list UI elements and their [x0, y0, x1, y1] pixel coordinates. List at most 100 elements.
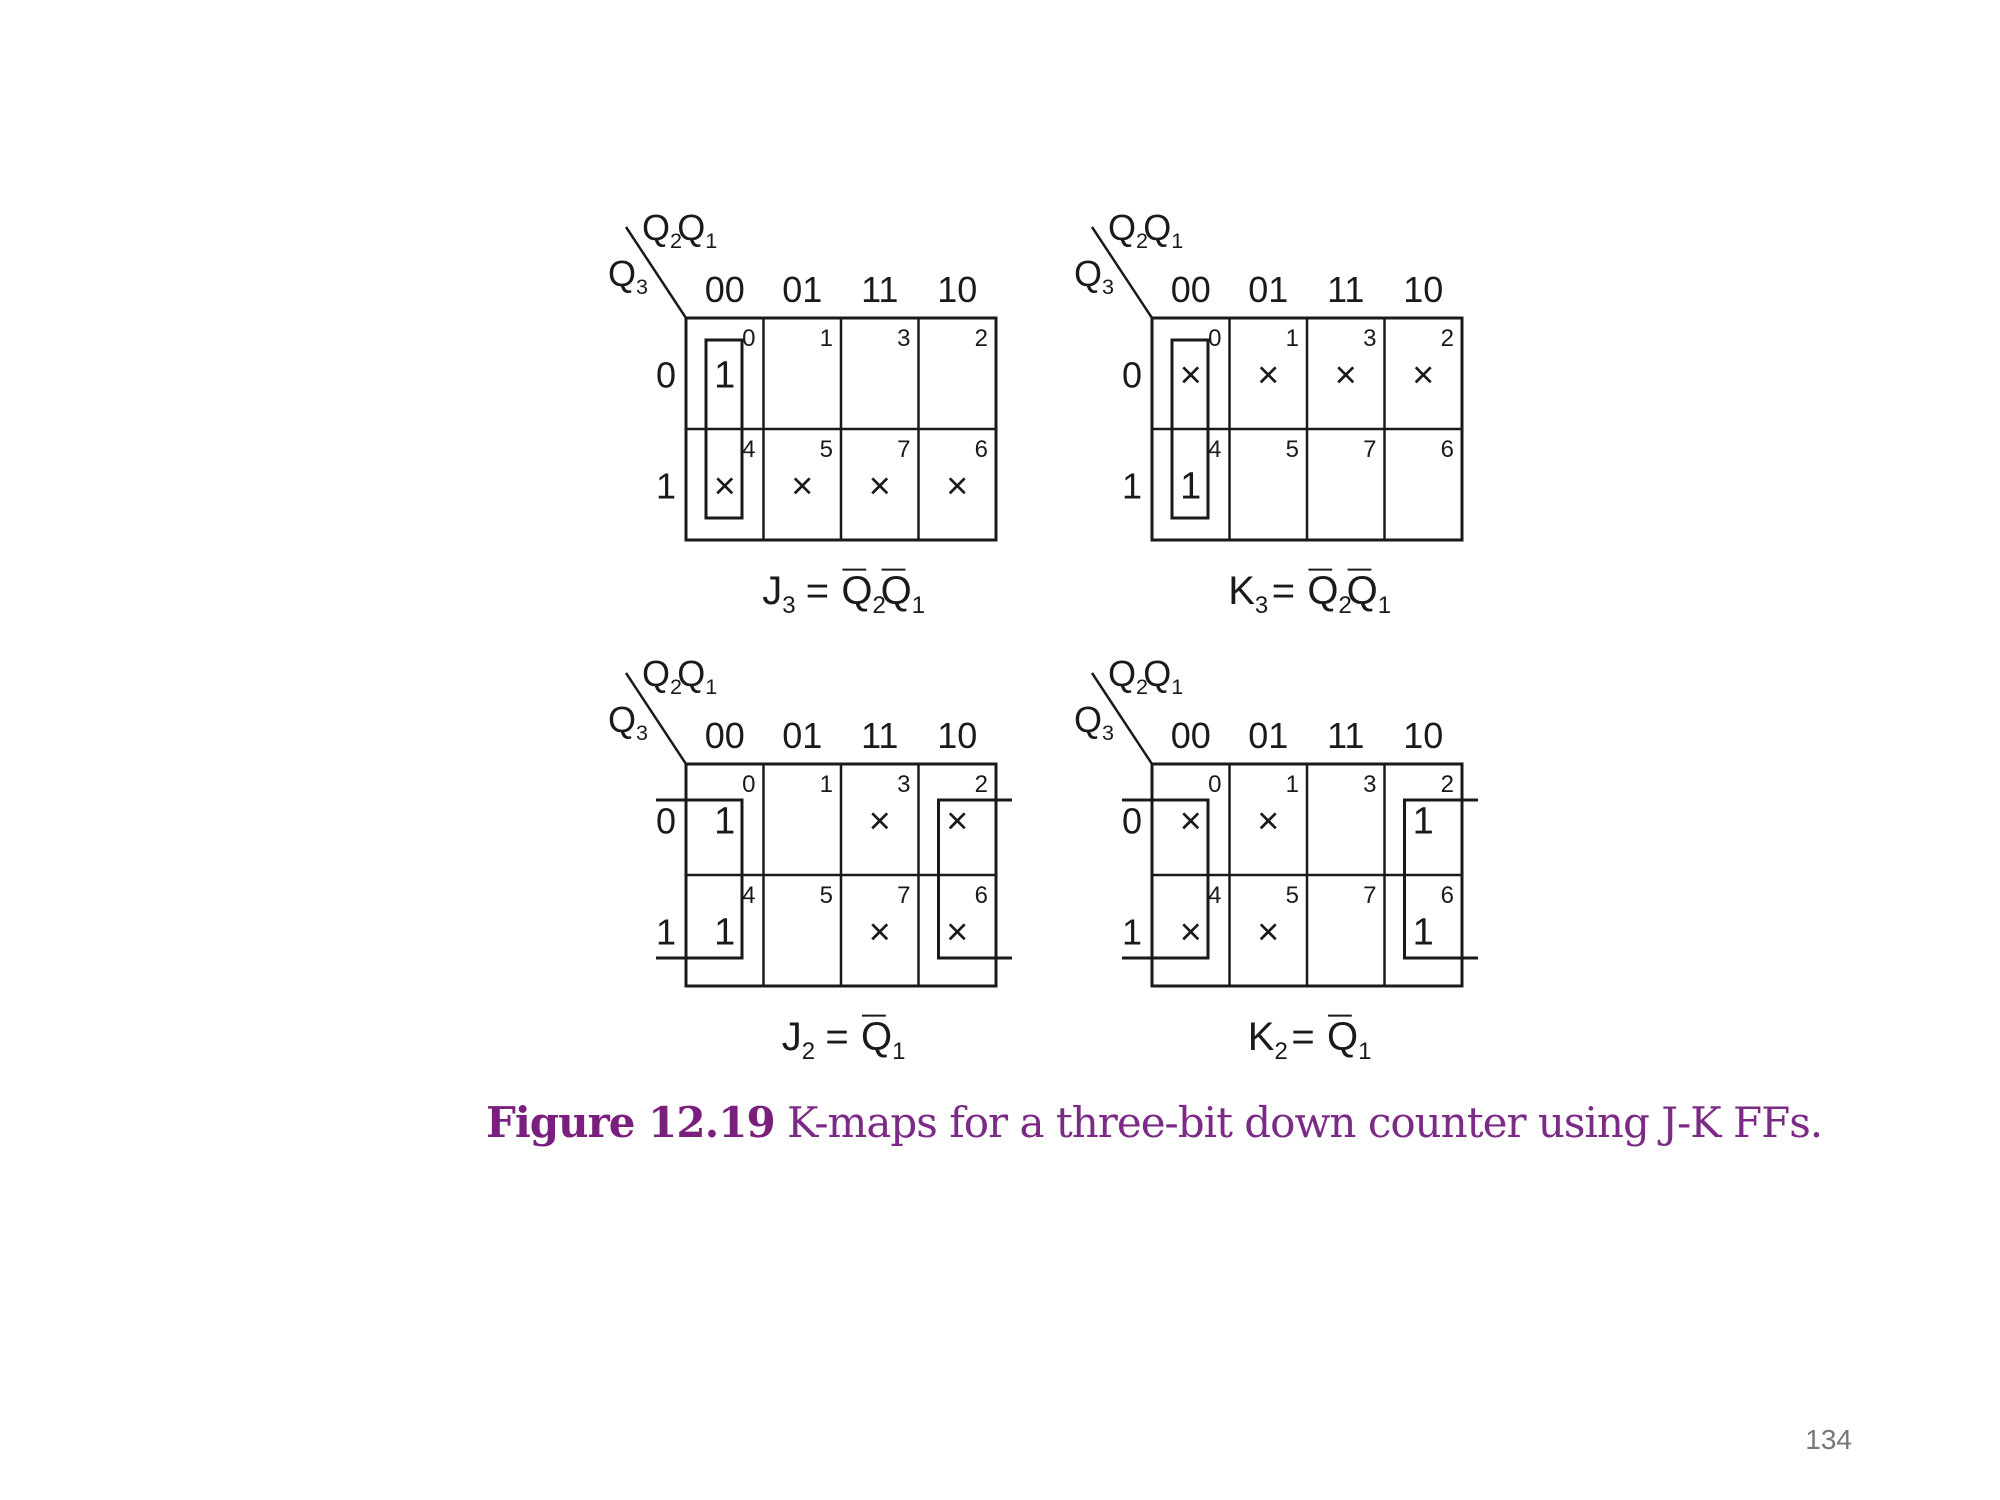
group-loop-left [656, 798, 744, 960]
expression-term: Q2 [1307, 569, 1351, 619]
cell-index: 2 [1441, 771, 1454, 798]
kmap-corner-diagonal [1090, 226, 1154, 319]
column-header: 00 [1171, 269, 1211, 310]
row-header: 1 [1122, 912, 1142, 953]
expression-term: Q2 [841, 569, 885, 619]
column-header: 01 [782, 715, 822, 756]
kmap-corner-diagonal [624, 226, 688, 319]
cell-index: 6 [1441, 436, 1454, 463]
figure-number: Figure 12.19 [486, 1098, 776, 1147]
page-number: 134 [1805, 1424, 1852, 1455]
kmap-corner-diagonal [624, 672, 688, 765]
cell-index: 3 [1363, 325, 1376, 352]
dont-care-mark: × [946, 466, 968, 508]
cell-value: 1 [1413, 801, 1434, 843]
cell-index: 1 [820, 771, 833, 798]
cell-index: 4 [742, 436, 755, 463]
equals-sign: = [1291, 1015, 1314, 1059]
column-variable-label: Q1 [677, 653, 717, 699]
column-header: 00 [705, 269, 745, 310]
cell-index: 3 [897, 325, 910, 352]
cell-index: 4 [1208, 882, 1221, 909]
figure-caption: Figure 12.19 K-maps for a three-bit down… [486, 1098, 1823, 1147]
column-variable-label: Q2 [1108, 207, 1148, 253]
figure-caption-text: K-maps for a three-bit down counter usin… [774, 1098, 1823, 1147]
column-header: 01 [1248, 269, 1288, 310]
equals-sign: = [806, 569, 829, 613]
function-name: K2 [1248, 1015, 1288, 1065]
cell-index: 7 [1363, 882, 1376, 909]
column-header: 11 [1327, 715, 1364, 756]
column-header: 10 [937, 269, 977, 310]
cell-index: 3 [897, 771, 910, 798]
column-variable-label: Q1 [677, 207, 717, 253]
dont-care-mark: × [714, 466, 736, 508]
cell-value: 1 [714, 801, 735, 843]
dont-care-mark: × [1335, 355, 1357, 397]
column-variable-label: Q1 [1143, 653, 1183, 699]
row-header: 0 [1122, 801, 1142, 842]
dont-care-mark: × [1180, 912, 1202, 954]
cell-index: 0 [1208, 325, 1221, 352]
dont-care-mark: × [1257, 355, 1279, 397]
row-header: 0 [1122, 355, 1142, 396]
group-loop-right [1403, 798, 1478, 960]
column-header: 11 [1327, 269, 1364, 310]
group-loop-right [937, 798, 1012, 960]
column-variable-label: Q2 [642, 207, 682, 253]
function-name: J3 [762, 569, 795, 619]
cell-index: 6 [975, 436, 988, 463]
dont-care-mark: × [946, 912, 968, 954]
row-header: 1 [656, 466, 676, 507]
cell-index: 4 [1208, 436, 1221, 463]
dont-care-mark: × [946, 801, 968, 843]
row-header: 0 [656, 801, 676, 842]
expression-term: Q1 [1347, 569, 1391, 619]
group-loop-left [1122, 798, 1210, 960]
cell-index: 3 [1363, 771, 1376, 798]
column-header: 10 [1403, 715, 1443, 756]
cell-index: 0 [1208, 771, 1221, 798]
group-loop [1170, 338, 1210, 520]
dont-care-mark: × [1257, 912, 1279, 954]
column-header: 10 [937, 715, 977, 756]
column-header: 01 [1248, 715, 1288, 756]
row-variable-label: Q3 [608, 253, 648, 299]
function-name: K3 [1228, 569, 1268, 619]
cell-index: 5 [1286, 436, 1299, 463]
column-variable-label: Q2 [642, 653, 682, 699]
cell-index: 5 [820, 436, 833, 463]
dont-care-mark: × [869, 801, 891, 843]
cell-index: 7 [897, 436, 910, 463]
cell-index: 1 [1286, 325, 1299, 352]
cell-value: 1 [714, 912, 735, 954]
dont-care-mark: × [1412, 355, 1434, 397]
function-name: J2 [782, 1015, 815, 1065]
row-variable-label: Q3 [1074, 699, 1114, 745]
cell-index: 5 [820, 882, 833, 909]
equals-sign: = [825, 1015, 848, 1059]
column-variable-label: Q2 [1108, 653, 1148, 699]
dont-care-mark: × [1180, 355, 1202, 397]
cell-value: 1 [1413, 912, 1434, 954]
equals-sign: = [1272, 569, 1295, 613]
row-header: 1 [1122, 466, 1142, 507]
column-header: 11 [861, 715, 898, 756]
expression-term: Q1 [881, 569, 925, 619]
column-header: 11 [861, 269, 898, 310]
kmap-corner-diagonal [1090, 672, 1154, 765]
group-loop [704, 338, 744, 520]
cell-index: 2 [975, 325, 988, 352]
cell-value: 1 [714, 355, 735, 397]
row-variable-label: Q3 [608, 699, 648, 745]
cell-index: 5 [1286, 882, 1299, 909]
column-header: 00 [705, 715, 745, 756]
dont-care-mark: × [1180, 801, 1202, 843]
cell-index: 7 [897, 882, 910, 909]
cell-index: 7 [1363, 436, 1376, 463]
